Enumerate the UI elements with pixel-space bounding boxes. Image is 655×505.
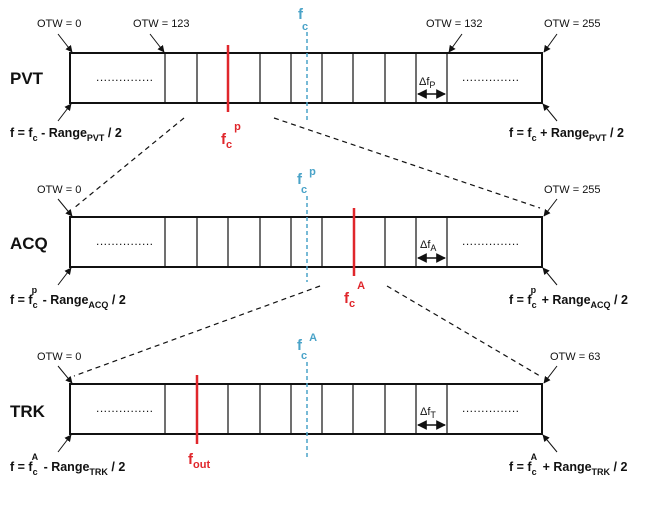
trk-center-label: fcA [297,332,317,362]
acq-otw-right: OTW = 255 [544,184,601,196]
acq-otw-right-arrow [543,198,558,217]
acq-row: ACQ ............... ............... ΔfA … [10,166,628,310]
pvt-label: PVT [10,69,44,88]
trk-left-formula-arrow [57,434,72,453]
pvt-left-formula: f = fc - RangePVT / 2 [10,126,122,143]
trk-row: TRK ............... ............... ΔfT … [10,332,627,477]
pvt-dots-left: ............... [96,70,154,84]
acq-otw-left-arrow [57,198,73,217]
pvt-otw-mid-left-arrow [149,33,165,53]
pvt-delta-label: ΔfP [419,76,435,90]
acq-dots-right: ............... [462,234,520,248]
acq-left-formula: f = fcp - RangeACQ / 2 [10,285,126,310]
trk-dots-right: ............... [462,401,520,415]
acq-right-formula-arrow [542,267,558,286]
acq-center-label: fcp [297,166,316,196]
pvt-dots-right: ............... [462,70,520,84]
pvt-otw-left-arrow [57,33,73,53]
pvt-otw-right: OTW = 255 [544,18,601,30]
pvt-otw-left: OTW = 0 [37,18,81,30]
trk-dots-left: ............... [96,401,154,415]
acq-band-cells [164,217,448,267]
pvt-row: PVT ............... ............... ΔfP … [10,6,624,151]
pvt-marker-label: fcp [221,121,241,151]
pvt-left-formula-arrow [57,103,72,122]
trk-delta-label: ΔfT [420,406,436,420]
trk-otw-left: OTW = 0 [37,351,81,363]
pvt-band-box [69,52,543,104]
trk-otw-right: OTW = 63 [550,351,600,363]
trk-label: TRK [10,402,46,421]
zoom-line-acq-trk-right [386,285,541,377]
acq-otw-left: OTW = 0 [37,184,81,196]
acq-right-formula: f = fcp + RangeACQ / 2 [509,285,628,310]
trk-band-box [69,383,543,435]
acq-delta-label: ΔfA [420,239,436,253]
trk-otw-left-arrow [57,365,73,384]
trk-right-formula-arrow [542,434,558,453]
trk-otw-right-arrow [543,365,558,384]
pvt-otw-mid-left: OTW = 123 [133,18,190,30]
pvt-right-formula: f = fc + RangePVT / 2 [509,126,624,143]
trk-right-formula: f = fcA + RangeTRK / 2 [509,452,627,477]
trk-marker-label: fout [188,451,210,471]
acq-dots-left: ............... [96,234,154,248]
pvt-right-formula-arrow [542,103,558,122]
zoom-line-pvt-acq-right [273,117,541,209]
acq-marker-label: fcA [344,280,365,310]
trk-left-formula: f = fcA - RangeTRK / 2 [10,452,125,477]
acq-band-box [69,216,543,268]
trk-band-cells [164,384,448,434]
pvt-band-cells [164,53,448,103]
acq-left-formula-arrow [57,267,72,286]
pvt-otw-mid-right-arrow [448,33,463,53]
pvt-otw-right-arrow [543,33,558,53]
pvt-otw-mid-right: OTW = 132 [426,18,483,30]
zoom-line-pvt-acq-left [73,117,185,209]
acq-label: ACQ [10,234,48,253]
zoom-line-acq-trk-left [73,285,321,377]
pvt-center-label: fc [298,6,308,33]
